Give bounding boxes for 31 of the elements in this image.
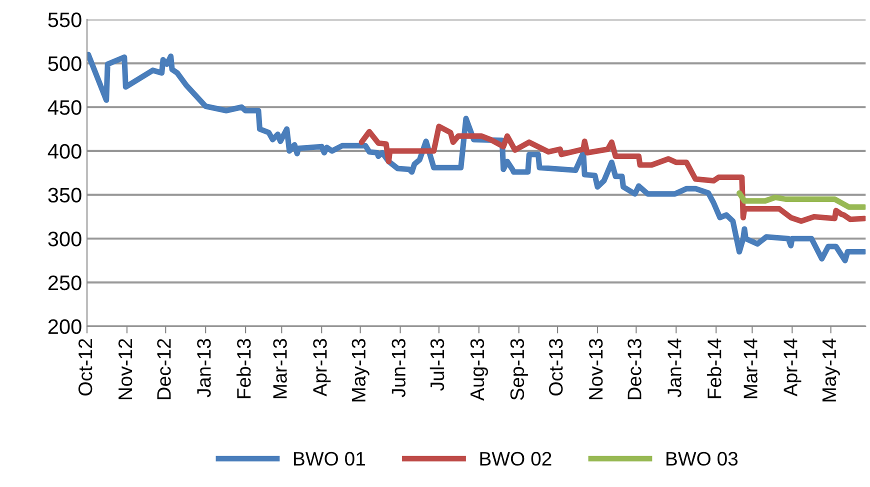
y-tick-label: 200 [48, 319, 82, 334]
x-tick-label: Nov-13 [588, 338, 603, 400]
x-tick-label: Jan-13 [197, 338, 211, 398]
x-tick-label: Mar-13 [273, 338, 287, 398]
y-tick-label: 350 [48, 188, 82, 203]
x-tick-label: Aug-13 [470, 338, 488, 401]
y-tick-label: 250 [48, 275, 82, 290]
x-tick-label: Nov-12 [118, 339, 132, 400]
legend-label: BWO 02 [480, 452, 552, 466]
x-tick-label: May-14 [822, 338, 840, 402]
x-tick-label: Oct-12 [78, 339, 92, 396]
y-tick-label: 450 [48, 100, 82, 115]
x-tick-label: Oct-13 [548, 338, 563, 396]
x-tick-label: Sep-13 [510, 338, 528, 400]
legend-label: BWO 01 [294, 452, 365, 466]
y-tick-label: 400 [48, 144, 82, 159]
x-tick-label: Apr-14 [784, 338, 802, 396]
y-tick-label: 550 [48, 12, 82, 28]
x-tick-label: Jul-13 [430, 338, 444, 391]
x-tick-label: Jun-13 [392, 338, 406, 398]
y-tick-label: 500 [48, 56, 82, 72]
x-tick-label: Feb-14 [707, 338, 722, 398]
x-tick-label: Dec-12 [157, 339, 171, 400]
x-tick-label: May-13 [352, 338, 370, 402]
x-tick-label: Apr-13 [313, 338, 331, 396]
y-tick-label: 300 [48, 232, 82, 246]
x-tick-label: Dec-13 [628, 338, 642, 400]
x-tick-label: Feb-13 [236, 338, 251, 398]
x-tick-label: Mar-14 [744, 338, 758, 398]
legend-label: BWO 03 [666, 452, 738, 466]
x-tick-label: Jan-14 [668, 338, 682, 398]
